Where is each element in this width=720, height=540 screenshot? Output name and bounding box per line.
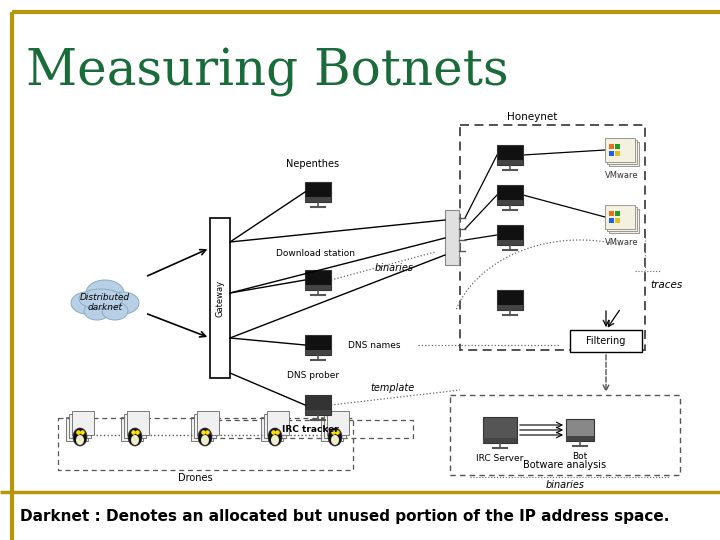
Ellipse shape — [198, 428, 212, 446]
Bar — [127, 411, 149, 435]
Bar — [69, 414, 91, 438]
Text: Botware analysis: Botware analysis — [523, 460, 606, 470]
Bar — [566, 436, 594, 441]
Text: Filtering: Filtering — [586, 336, 626, 346]
Ellipse shape — [128, 428, 142, 446]
Bar — [321, 417, 343, 441]
Bar — [615, 218, 620, 223]
Bar — [72, 411, 94, 435]
Bar — [305, 395, 331, 415]
Bar — [194, 414, 216, 438]
Text: IRC tracker: IRC tracker — [282, 426, 338, 435]
Text: template: template — [370, 383, 414, 393]
Text: Drones: Drones — [178, 473, 212, 483]
Text: DNS prober: DNS prober — [287, 370, 339, 380]
Ellipse shape — [79, 289, 123, 309]
Bar — [305, 335, 331, 355]
Bar — [483, 417, 517, 443]
Text: DNS names: DNS names — [348, 341, 400, 349]
Bar — [264, 414, 286, 438]
Ellipse shape — [201, 435, 209, 445]
Text: darknet: darknet — [88, 302, 122, 312]
Bar — [609, 142, 639, 166]
Bar — [305, 285, 331, 290]
Ellipse shape — [331, 435, 339, 445]
Ellipse shape — [131, 435, 139, 445]
Bar — [609, 211, 614, 216]
Bar — [615, 151, 620, 156]
Bar — [450, 395, 680, 475]
Ellipse shape — [86, 280, 124, 306]
Text: Gateway: Gateway — [215, 279, 225, 316]
Bar — [305, 182, 331, 202]
Bar — [607, 207, 637, 231]
Ellipse shape — [102, 302, 128, 320]
Bar — [566, 419, 594, 441]
Ellipse shape — [271, 435, 279, 445]
Text: VMware: VMware — [606, 238, 639, 247]
Bar — [66, 417, 88, 441]
Bar — [327, 411, 349, 435]
Text: binaries: binaries — [546, 480, 585, 490]
Bar — [261, 417, 283, 441]
Bar — [197, 411, 219, 435]
Bar — [609, 151, 614, 156]
Ellipse shape — [328, 428, 342, 446]
Text: binaries: binaries — [375, 263, 414, 273]
Bar — [497, 160, 523, 165]
Text: IRC Server: IRC Server — [477, 454, 523, 463]
Bar — [570, 330, 642, 352]
Bar — [445, 210, 459, 265]
Bar — [305, 350, 331, 355]
Bar — [605, 205, 635, 229]
Bar — [615, 211, 620, 216]
Bar — [497, 225, 523, 245]
Bar — [460, 125, 645, 350]
Ellipse shape — [73, 428, 87, 446]
Text: Distributed: Distributed — [80, 293, 130, 301]
Ellipse shape — [268, 428, 282, 446]
Text: Honeynet: Honeynet — [508, 112, 558, 122]
Text: Nepenthes: Nepenthes — [287, 159, 340, 169]
Bar — [305, 270, 331, 290]
Text: Download station: Download station — [276, 248, 356, 258]
Text: VMware: VMware — [606, 171, 639, 180]
Bar — [324, 414, 346, 438]
Bar — [124, 414, 146, 438]
Bar — [121, 417, 143, 441]
Ellipse shape — [71, 292, 103, 314]
Bar — [483, 438, 517, 443]
Ellipse shape — [84, 302, 110, 320]
Bar — [605, 138, 635, 162]
Ellipse shape — [107, 292, 139, 314]
Bar — [267, 411, 289, 435]
Bar — [615, 144, 620, 149]
Bar — [497, 145, 523, 165]
Bar — [497, 200, 523, 205]
Text: Darknet : Denotes an allocated but unused portion of the IP address space.: Darknet : Denotes an allocated but unuse… — [20, 509, 670, 523]
Text: Bot: Bot — [572, 452, 588, 461]
Bar — [208, 420, 413, 438]
Text: Measuring Botnets: Measuring Botnets — [26, 48, 508, 97]
Bar — [497, 185, 523, 205]
Bar — [305, 197, 331, 202]
Ellipse shape — [76, 435, 84, 445]
Bar — [609, 209, 639, 233]
Bar — [305, 410, 331, 415]
Bar — [58, 418, 353, 470]
Bar — [210, 218, 230, 378]
Bar — [609, 218, 614, 223]
Bar — [497, 240, 523, 245]
Text: traces: traces — [650, 280, 683, 290]
Bar — [497, 290, 523, 310]
Bar — [191, 417, 213, 441]
Bar — [497, 305, 523, 310]
Bar — [607, 140, 637, 164]
Bar — [609, 144, 614, 149]
